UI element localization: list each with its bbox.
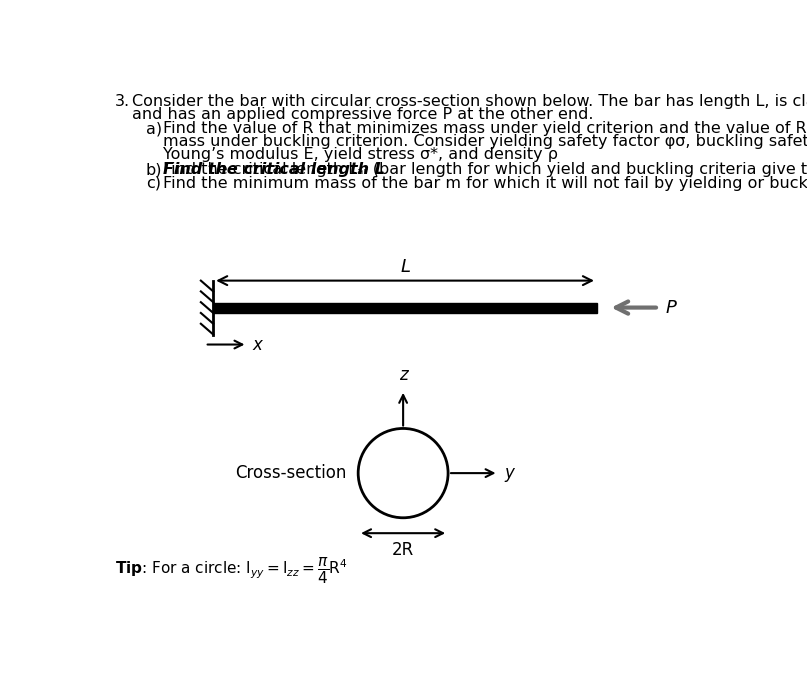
Text: Find the critical length Lₐᵣ (bar length for which yield and buckling criteria g: Find the critical length Lₐᵣ (bar length…: [163, 162, 807, 177]
Text: Find the value of R that minimizes mass under yield criterion and the value of R: Find the value of R that minimizes mass …: [163, 121, 807, 136]
Text: mass under buckling criterion. Consider yielding safety factor φσ, buckling safe: mass under buckling criterion. Consider …: [163, 135, 807, 150]
Text: and has an applied compressive force P at the other end.: and has an applied compressive force P a…: [132, 107, 593, 122]
Text: 3.: 3.: [115, 94, 130, 109]
Text: Find the minimum mass of the bar m for which it will not fail by yielding or buc: Find the minimum mass of the bar m for w…: [163, 176, 807, 191]
Text: P: P: [665, 298, 676, 316]
Text: b): b): [146, 162, 162, 177]
Text: y: y: [504, 464, 515, 482]
Text: c): c): [146, 176, 161, 191]
Text: z: z: [399, 366, 408, 384]
Text: a): a): [146, 121, 162, 136]
Text: Young’s modulus E, yield stress σ*, and density ρ: Young’s modulus E, yield stress σ*, and …: [163, 148, 558, 163]
Text: $\mathbf{Tip}$: For a circle: $\mathrm{I}_{yy} = \mathrm{I}_{zz} = \dfrac{\pi}{4: $\mathbf{Tip}$: For a circle: $\mathrm{I…: [115, 557, 348, 586]
Text: Find the critical length L: Find the critical length L: [163, 162, 385, 177]
Text: Consider the bar with circular cross-section shown below. The bar has length L, : Consider the bar with circular cross-sec…: [132, 94, 807, 109]
Text: L: L: [400, 258, 410, 276]
Text: x: x: [252, 335, 262, 354]
Text: 2R: 2R: [392, 541, 414, 559]
Text: Cross-section: Cross-section: [235, 464, 346, 482]
Bar: [213, 303, 597, 313]
